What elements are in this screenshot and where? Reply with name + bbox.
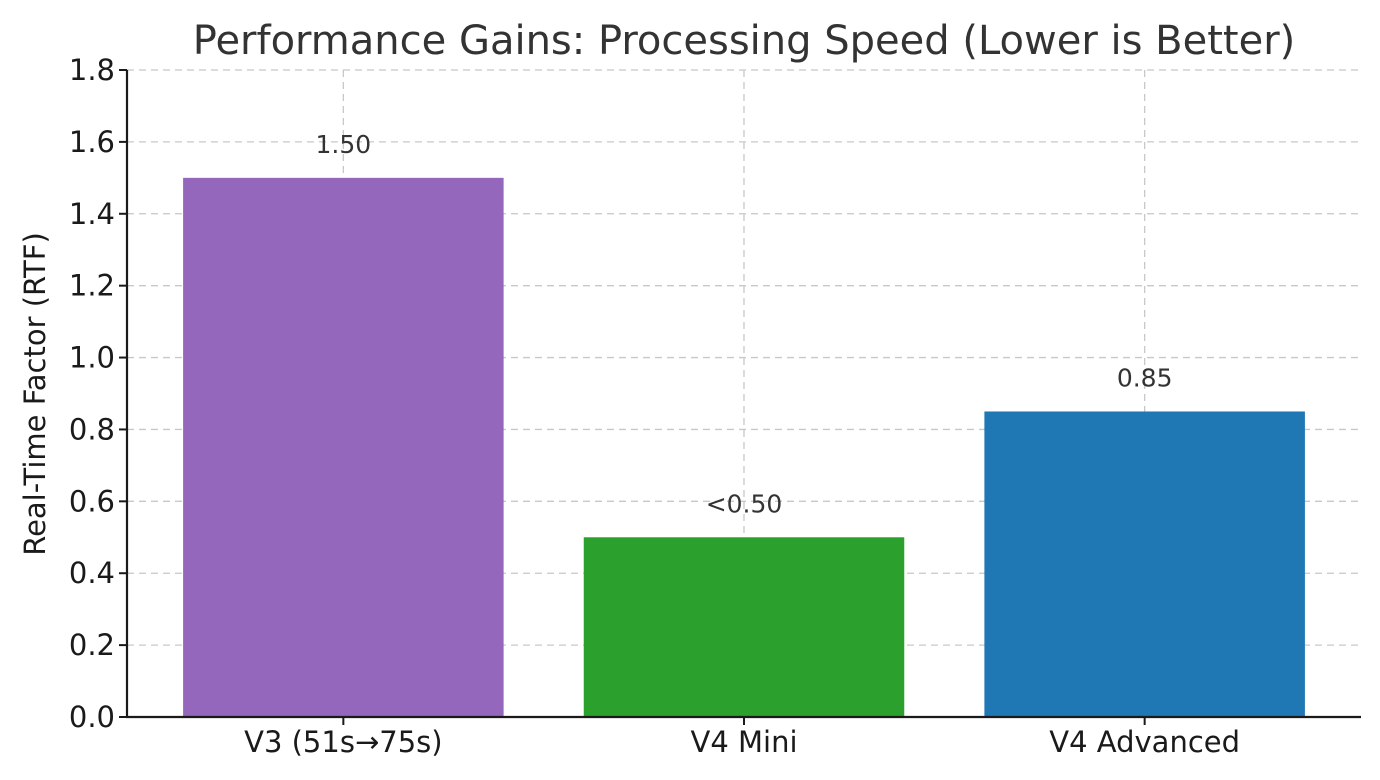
y-tick-label: 0.4 (69, 556, 115, 590)
bar-value-label: 1.50 (316, 130, 372, 159)
x-tick-label: V3 (51s→75s) (244, 725, 442, 759)
bar-value-label: <0.50 (706, 489, 783, 518)
y-tick-label: 1.6 (69, 125, 115, 159)
x-ticks: V3 (51s→75s) V4 Mini V4 Advanced (244, 717, 1240, 759)
y-tick-label: 0.2 (69, 628, 115, 662)
value-labels: 1.50 <0.50 0.85 (316, 130, 1173, 518)
chart-title: Performance Gains: Processing Speed (Low… (193, 18, 1296, 64)
bars (183, 177, 1305, 718)
bar (183, 177, 504, 718)
bar (583, 537, 905, 717)
y-tick-label: 0.6 (69, 484, 115, 518)
y-ticks: 0.0 0.2 0.4 0.6 0.8 1.0 1.2 1.4 1.6 1.8 (69, 53, 127, 734)
y-tick-label: 1.0 (69, 341, 115, 375)
bar (984, 411, 1305, 717)
y-axis-label: Real-Time Factor (RTF) (18, 232, 52, 556)
y-tick-label: 1.4 (69, 197, 115, 231)
bar-value-label: 0.85 (1117, 363, 1173, 392)
y-tick-label: 0.8 (69, 412, 115, 446)
y-tick-label: 0.0 (69, 700, 115, 734)
x-tick-label: V4 Mini (690, 725, 797, 759)
x-tick-label: V4 Advanced (1049, 725, 1240, 759)
y-tick-label: 1.8 (69, 53, 115, 87)
y-tick-label: 1.2 (69, 269, 115, 303)
